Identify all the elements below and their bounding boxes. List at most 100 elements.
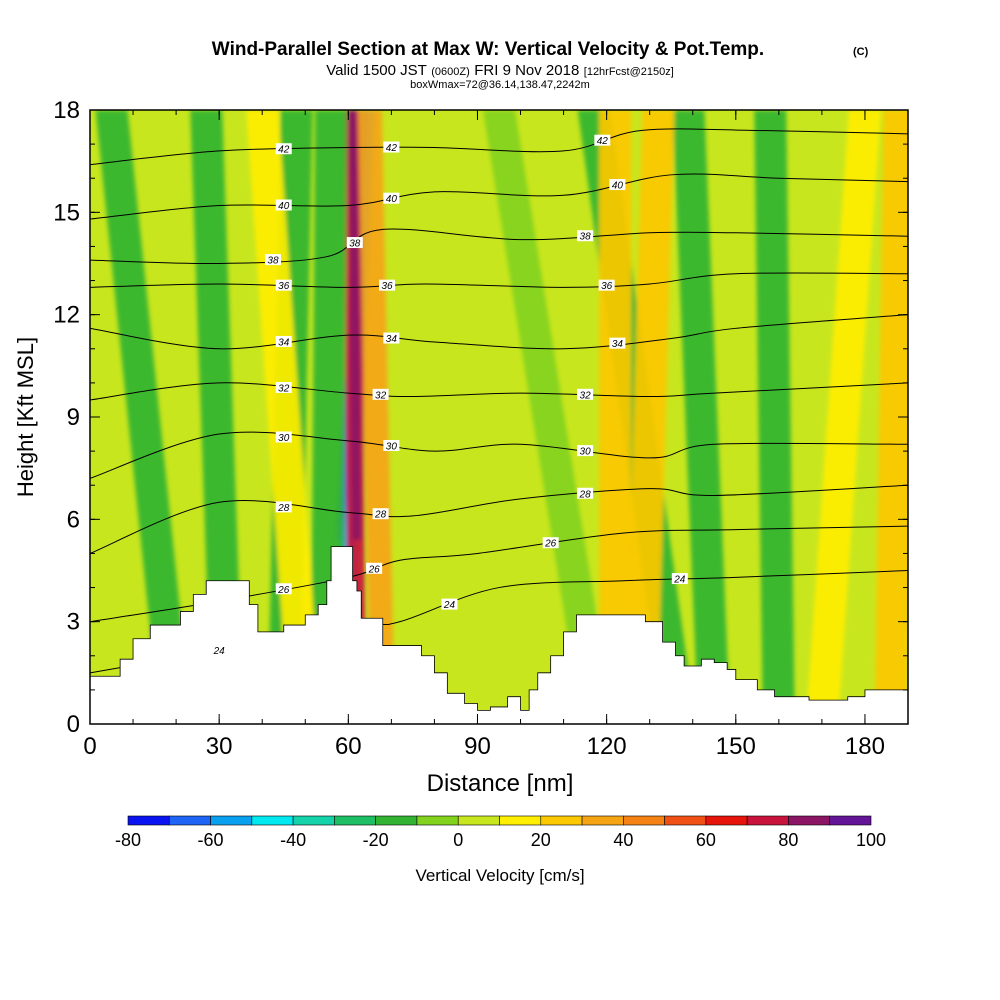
colorbar-swatch — [127, 815, 170, 826]
theta-label: 38 — [264, 254, 281, 267]
theta-label: 34 — [383, 332, 400, 345]
svg-text:24: 24 — [443, 600, 456, 611]
colorbar-swatch — [416, 815, 459, 826]
box-info: boxWmax=72@36.14,138.47,2242m — [410, 79, 590, 91]
theta-label: 40 — [609, 179, 626, 192]
svg-text:30: 30 — [278, 433, 290, 444]
y-tick-label: 6 — [67, 506, 80, 533]
colorbar-swatch — [788, 815, 831, 826]
theta-contour — [90, 272, 908, 288]
svg-text:28: 28 — [374, 510, 387, 521]
theta-label: 26 — [275, 583, 292, 596]
svg-text:34: 34 — [278, 337, 290, 348]
svg-text:42: 42 — [278, 145, 290, 156]
theta-contour — [90, 382, 908, 401]
y-tick-label: 12 — [53, 302, 80, 329]
theta-label: 24 — [671, 573, 688, 586]
theta-label: 36 — [275, 279, 292, 292]
theta-contour — [90, 484, 908, 554]
colorbar-swatch — [581, 815, 624, 826]
theta-label: 30 — [275, 431, 292, 444]
valid-line: Valid 1500 JST (0600Z) FRI 9 Nov 2018 [1… — [326, 62, 674, 79]
valid-date: FRI 9 Nov 2018 — [474, 62, 579, 79]
y-tick-label: 3 — [67, 609, 80, 636]
theta-label: 26 — [542, 537, 559, 550]
svg-text:42: 42 — [386, 143, 398, 154]
svg-text:40: 40 — [612, 181, 624, 192]
x-tick-label: 120 — [587, 733, 627, 760]
colorbar-tick-label: 20 — [531, 830, 551, 850]
theta-label: 42 — [594, 134, 611, 147]
svg-text:38: 38 — [267, 256, 279, 267]
svg-text:24: 24 — [213, 646, 226, 657]
velocity-streak — [483, 110, 615, 724]
theta-label: 36 — [598, 279, 615, 292]
velocity-streak — [625, 110, 675, 724]
theta-label: 36 — [379, 279, 396, 292]
colorbar-swatch — [375, 815, 418, 826]
velocity-streak — [672, 110, 731, 724]
theta-label: 40 — [383, 192, 400, 205]
x-tick-label: 60 — [335, 733, 362, 760]
velocity-streak — [357, 110, 395, 724]
theta-label: 38 — [577, 230, 594, 243]
colorbar-tick-label: 100 — [856, 830, 886, 850]
x-tick-label: 30 — [206, 733, 233, 760]
colorbar-swatch — [168, 815, 211, 826]
svg-text:32: 32 — [278, 384, 290, 395]
svg-text:34: 34 — [612, 339, 624, 350]
svg-text:36: 36 — [382, 281, 394, 292]
svg-text:32: 32 — [580, 390, 592, 401]
theta-labels: 24 24 24 26 26 26 28 28 28 30 30 30 32 32 32 34 34 34 36 36… — [211, 134, 688, 657]
svg-text:28: 28 — [277, 503, 290, 514]
colorbar-swatch — [292, 815, 335, 826]
theta-label: 32 — [577, 388, 594, 401]
theta-label: 32 — [372, 388, 389, 401]
colorbar-swatch — [705, 815, 748, 826]
colorbar-swatch — [623, 815, 665, 826]
colorbar-tick-label: -80 — [115, 830, 141, 850]
colorbar-tick-label: 60 — [696, 830, 716, 850]
x-axis-title: Distance [nm] — [427, 770, 574, 797]
theta-label: 40 — [275, 199, 292, 212]
terrain — [90, 546, 908, 724]
colorbar-label: Vertical Velocity [cm/s] — [415, 866, 584, 885]
svg-text:26: 26 — [368, 564, 381, 575]
valid-forecast: [12hrFcst@2150z] — [584, 66, 674, 78]
colorbar-tick-label: 40 — [613, 830, 633, 850]
svg-text:42: 42 — [597, 136, 609, 147]
svg-text:34: 34 — [386, 334, 398, 345]
colorbar-tick-label: 0 — [453, 830, 463, 850]
colorbar-tick-label: -60 — [198, 830, 224, 850]
velocity-core — [348, 110, 361, 540]
svg-text:28: 28 — [579, 489, 592, 500]
svg-text:32: 32 — [375, 390, 387, 401]
theta-label: 26 — [366, 562, 383, 575]
colorbar-swatch — [457, 815, 500, 826]
valid-utc: (0600Z) — [431, 66, 470, 78]
svg-text:30: 30 — [386, 441, 398, 452]
svg-text:38: 38 — [580, 232, 592, 243]
copyright-mark: (C) — [853, 46, 869, 58]
y-axis-title: Height [Kft MSL] — [13, 337, 38, 497]
svg-text:36: 36 — [278, 281, 290, 292]
theta-label: 34 — [275, 335, 292, 348]
colorbar-swatch — [746, 815, 789, 826]
colorbar-swatch — [251, 815, 294, 826]
theta-contour — [90, 314, 908, 350]
velocity-streak — [805, 110, 881, 724]
theta-label: 38 — [346, 237, 363, 250]
x-tick-label: 150 — [716, 733, 756, 760]
theta-label: 24 — [441, 598, 458, 611]
colorbar-tick-label: -20 — [363, 830, 389, 850]
theta-label: 30 — [577, 445, 594, 458]
theta-contour — [90, 173, 908, 220]
colorbar-swatch — [540, 815, 583, 826]
svg-text:40: 40 — [278, 201, 290, 212]
theta-label: 24 — [211, 644, 228, 657]
theta-contour — [90, 228, 908, 265]
colorbar: -80 -60 -40 -20 0 20 40 60 80 100 — [115, 815, 886, 850]
theta-label: 28 — [577, 487, 594, 500]
